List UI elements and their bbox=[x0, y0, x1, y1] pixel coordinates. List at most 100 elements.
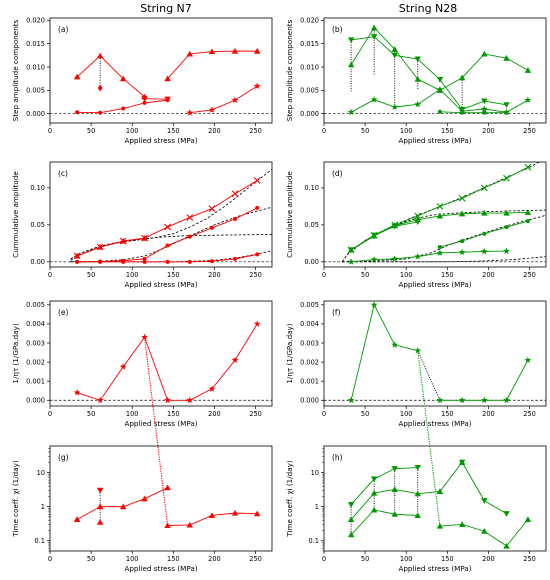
data-point-point bbox=[255, 252, 260, 257]
plot-frame bbox=[49, 161, 273, 268]
data-point-point bbox=[142, 100, 147, 105]
y-tick-label: 0.001 bbox=[26, 377, 45, 385]
series-line bbox=[351, 250, 507, 263]
plot-frame bbox=[49, 300, 273, 407]
y-tick-label: 0.000 bbox=[300, 110, 319, 118]
data-point-triangle-down bbox=[391, 223, 398, 230]
data-point-star bbox=[370, 256, 378, 263]
plot-area bbox=[50, 47, 272, 116]
plot-frame bbox=[323, 300, 547, 407]
plot-area bbox=[50, 169, 272, 264]
panel-group: 0 50 100 150 200 2500.0000.0050.0100.0150.020… bbox=[11, 17, 547, 573]
y-tick-label: 0.015 bbox=[300, 40, 319, 48]
x-tick-label: 100 bbox=[126, 555, 139, 563]
panel-b: 0 50 100 150 200 250 0.000 0.005 0.010 0.015 0.020… bbox=[285, 17, 547, 145]
y-axis-label: Cummulative amplitude bbox=[285, 171, 294, 258]
data-point-point bbox=[437, 245, 442, 250]
series-line bbox=[76, 323, 258, 401]
data-point-triangle-up bbox=[231, 509, 239, 516]
data-point-triangle-up bbox=[186, 521, 193, 528]
y-tick-label: 0.1 bbox=[35, 537, 46, 545]
data-point-triangle-up bbox=[524, 67, 532, 73]
data-point-triangle-up bbox=[481, 528, 488, 534]
x-tick-label: 150 bbox=[441, 555, 454, 563]
fit-curve bbox=[70, 234, 272, 260]
y-tick-label: 0.000 bbox=[26, 397, 45, 405]
x-axis-label: Applied stress (MPa) bbox=[124, 280, 197, 289]
series-line bbox=[461, 462, 507, 515]
data-point-star bbox=[186, 396, 194, 404]
data-point-triangle-up bbox=[347, 531, 355, 538]
panel-g: 0 50 100 150 200 250 0.1 1 10 Applied stress (MPa… bbox=[11, 445, 273, 573]
data-point-triangle-up bbox=[436, 212, 444, 219]
x-tick-label: 200 bbox=[482, 410, 495, 418]
plot-frame bbox=[323, 445, 547, 552]
data-point-triangle-down bbox=[96, 487, 104, 494]
panel-d: 0 50 100 150 200 250 0.00 0.05 0.10 Applied stres… bbox=[285, 161, 547, 289]
data-point-point bbox=[460, 239, 465, 244]
x-tick-label: 250 bbox=[249, 271, 262, 279]
x-tick-label: 250 bbox=[523, 271, 536, 279]
cross-link-group bbox=[144, 337, 441, 527]
y-tick-label: 0.003 bbox=[300, 339, 319, 347]
data-point-star bbox=[231, 356, 239, 364]
series-line bbox=[350, 221, 418, 251]
data-point-star bbox=[253, 82, 261, 90]
data-point-point bbox=[233, 216, 237, 221]
data-point-triangle-down bbox=[370, 476, 378, 483]
y-tick-label: 0.003 bbox=[26, 339, 45, 347]
cross-panel-link bbox=[144, 337, 169, 526]
plot-frame bbox=[49, 445, 273, 552]
data-point-triangle-up bbox=[254, 47, 261, 54]
data-point-star bbox=[208, 385, 216, 392]
y-tick-label: 0.002 bbox=[300, 358, 319, 366]
x-tick-label: 150 bbox=[441, 127, 454, 135]
data-point-cross bbox=[480, 184, 488, 192]
fit-curve bbox=[342, 256, 546, 263]
data-point-star bbox=[436, 249, 444, 256]
data-point-star bbox=[458, 248, 466, 256]
y-tick-label: 0.004 bbox=[300, 320, 319, 328]
data-point-cross bbox=[231, 190, 239, 198]
y-tick-label: 0.020 bbox=[26, 17, 45, 25]
x-tick-label: 0 bbox=[48, 555, 52, 563]
data-point-star bbox=[370, 96, 378, 103]
x-tick-label: 250 bbox=[523, 410, 536, 418]
panel-a: 0 50 100 150 200 250 0.000 0.005 0.010 0.015 0.020… bbox=[11, 17, 273, 145]
x-tick-label: 50 bbox=[87, 271, 95, 279]
data-point-point bbox=[460, 110, 465, 115]
data-point-triangle-up bbox=[503, 54, 510, 61]
data-point-triangle-down bbox=[370, 34, 378, 40]
data-point-triangle-up bbox=[414, 75, 421, 82]
data-point-triangle-up bbox=[370, 24, 378, 31]
data-point-triangle-up bbox=[370, 506, 378, 513]
data-point-triangle-down bbox=[391, 52, 398, 59]
y-tick-label: 0.001 bbox=[300, 377, 319, 385]
data-point-cross bbox=[503, 174, 510, 182]
series-line bbox=[350, 303, 418, 401]
column-title-n28: String N28 bbox=[399, 2, 458, 15]
data-point-star bbox=[347, 258, 355, 265]
x-tick-label: 150 bbox=[441, 271, 454, 279]
data-point-triangle-up bbox=[503, 542, 510, 549]
series-line bbox=[167, 50, 258, 79]
y-axis-label: Step amplitude components bbox=[11, 19, 20, 121]
data-point-star bbox=[391, 103, 399, 111]
data-point-point bbox=[482, 110, 487, 115]
y-tick-label: 0.010 bbox=[26, 63, 45, 71]
y-axis-label: Step amplitude components bbox=[285, 19, 294, 121]
data-point-triangle-up bbox=[458, 210, 466, 217]
data-point-triangle-up bbox=[391, 46, 398, 52]
data-point-triangle-up bbox=[254, 510, 261, 517]
x-axis-label: Applied stress (MPa) bbox=[124, 136, 197, 145]
y-tick-label: 0.015 bbox=[26, 40, 45, 48]
x-tick-label: 250 bbox=[523, 127, 536, 135]
x-tick-label: 200 bbox=[208, 555, 221, 563]
x-tick-label: 250 bbox=[249, 555, 262, 563]
x-tick-label: 50 bbox=[361, 271, 369, 279]
x-axis-label: Applied stress (MPa) bbox=[398, 419, 471, 428]
column-title-n7: String N7 bbox=[140, 2, 192, 15]
y-tick-label: 0.000 bbox=[300, 397, 319, 405]
data-point-triangle-up bbox=[436, 488, 444, 494]
plot-frame bbox=[323, 161, 547, 268]
